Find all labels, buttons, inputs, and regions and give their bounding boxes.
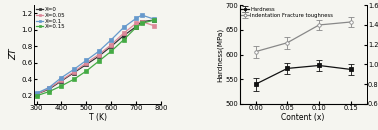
X=0.05 <box>152 25 156 27</box>
X=0.05 <box>47 88 51 89</box>
X=0.05 <box>121 32 126 34</box>
X-axis label: Content (x): Content (x) <box>282 113 325 122</box>
Line: X=0.15: X=0.15 <box>35 18 156 97</box>
X=0 <box>59 80 64 82</box>
X=0 <box>152 19 156 21</box>
X=0.05 <box>59 79 64 81</box>
X=0.05 <box>109 44 113 46</box>
X=0 <box>34 93 39 95</box>
X=0 <box>71 72 76 73</box>
Y-axis label: ZT: ZT <box>9 49 19 60</box>
X=0 <box>47 88 51 90</box>
X=0.1 <box>121 27 126 28</box>
X=0.1 <box>84 60 88 61</box>
X-axis label: T (K): T (K) <box>88 113 107 122</box>
Line: X=0.1: X=0.1 <box>35 14 156 95</box>
X=0.05 <box>71 71 76 73</box>
X=0.15 <box>152 19 156 21</box>
X=0.15 <box>84 70 88 72</box>
X=0.1 <box>47 87 51 88</box>
X=0.05 <box>96 54 101 55</box>
X=0.1 <box>109 39 113 41</box>
X=0.15 <box>139 22 144 24</box>
X=0.05 <box>134 22 138 24</box>
X=0 <box>96 56 101 57</box>
Line: X=0.05: X=0.05 <box>35 20 156 96</box>
X=0.1 <box>59 77 64 78</box>
X=0.15 <box>96 60 101 62</box>
X=0.15 <box>34 95 39 97</box>
X=0.1 <box>139 14 144 16</box>
Line: X=0: X=0 <box>35 18 156 96</box>
X=0.15 <box>71 79 76 80</box>
X=0.1 <box>152 18 156 20</box>
X=0 <box>134 26 138 27</box>
X=0.15 <box>59 85 64 87</box>
X=0.1 <box>134 18 138 19</box>
X=0.15 <box>121 39 126 41</box>
X=0 <box>121 35 126 36</box>
X=0.1 <box>96 51 101 52</box>
X=0.05 <box>139 21 144 22</box>
X=0.1 <box>71 69 76 70</box>
X=0.05 <box>84 62 88 64</box>
X=0.1 <box>34 93 39 94</box>
X=0 <box>109 46 113 47</box>
X=0.15 <box>109 51 113 52</box>
Legend: X=0, X=0.05, X=0.1, X=0.15: X=0, X=0.05, X=0.1, X=0.15 <box>35 6 66 30</box>
X=0 <box>139 21 144 22</box>
Y-axis label: Hardness(MPa): Hardness(MPa) <box>216 28 223 82</box>
Legend: Hardness, Indentation Fracture toughness: Hardness, Indentation Fracture toughness <box>241 6 334 18</box>
X=0.15 <box>134 27 138 28</box>
X=0.15 <box>47 91 51 92</box>
X=0 <box>84 64 88 65</box>
X=0.05 <box>34 93 39 95</box>
